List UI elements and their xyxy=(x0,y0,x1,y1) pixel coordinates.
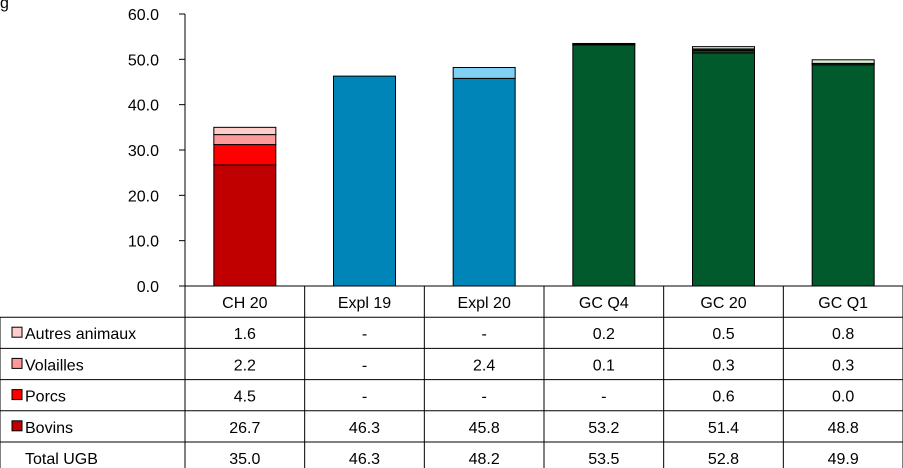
legend-swatch-volailles xyxy=(11,357,23,369)
table-cell-volailles: - xyxy=(362,357,367,374)
y-tick-label: 10.0 xyxy=(128,234,159,251)
legend-label-porcs: Porcs xyxy=(25,389,66,406)
table-cell-porcs: 0.0 xyxy=(832,389,854,406)
legend-label-autres-animaux: Autres animaux xyxy=(25,326,136,343)
y-tick-label: 20.0 xyxy=(128,188,159,205)
table-cell-bovins: 46.3 xyxy=(349,420,380,437)
y-tick-label: 0.0 xyxy=(137,279,159,296)
legend-label-bovins: Bovins xyxy=(25,420,73,437)
table-cell-autres-animaux: 0.2 xyxy=(593,326,615,343)
table-cell-total: 49.9 xyxy=(828,451,859,468)
y-tick-label: 30.0 xyxy=(128,143,159,160)
table-cell-bovins: 26.7 xyxy=(229,420,260,437)
bar-volailles-ch-20 xyxy=(213,134,277,146)
legend-label-volailles: Volailles xyxy=(25,357,84,374)
legend-swatch-bovins xyxy=(11,420,23,432)
table-cell-total: 48.2 xyxy=(469,451,500,468)
x-category-label: GC 20 xyxy=(700,295,746,312)
x-category-label: GC Q1 xyxy=(818,295,868,312)
table-cell-bovins: 48.8 xyxy=(828,420,859,437)
total-row-label: Total UGB xyxy=(25,451,98,468)
x-category-label: Expl 19 xyxy=(338,295,391,312)
bar-bovins-ch-20 xyxy=(213,164,277,287)
x-category-label: GC Q4 xyxy=(579,295,629,312)
bar-autres-animaux-gc-q1 xyxy=(811,59,875,64)
bar-bovins-expl-20 xyxy=(452,77,516,287)
bar-bovins-expl-19 xyxy=(333,75,396,287)
table-cell-bovins: 45.8 xyxy=(469,420,500,437)
bar-autres-animaux-gc-q4 xyxy=(572,42,636,45)
table-cell-autres-animaux: - xyxy=(482,326,487,343)
table-cell-autres-animaux: 0.8 xyxy=(832,326,854,343)
data-table: CH 20 Expl 19 Expl 20 GC Q4 GC 20 GC Q1 Autres… xyxy=(0,285,903,468)
table-cell-porcs: 4.5 xyxy=(234,389,256,406)
table-cell-total: 35.0 xyxy=(229,451,260,468)
legend-swatch-porcs xyxy=(11,389,23,401)
table-cell-volailles: 0.3 xyxy=(712,357,734,374)
table-cell-volailles: 0.1 xyxy=(593,357,615,374)
y-tick-label: 40.0 xyxy=(128,98,159,115)
x-category-label: Expl 20 xyxy=(457,295,510,312)
table-cell-total: 46.3 xyxy=(349,451,380,468)
table-cell-volailles: 2.2 xyxy=(234,357,256,374)
table-cell-porcs: - xyxy=(482,389,487,406)
table-cell-total: 52.8 xyxy=(708,451,739,468)
table-cell-volailles: 2.4 xyxy=(473,357,495,374)
y-tick-label: 50.0 xyxy=(128,52,159,69)
bar-porcs-ch-20 xyxy=(213,144,277,166)
y-tick-label: 60.0 xyxy=(128,7,159,24)
table-cell-bovins: 51.4 xyxy=(708,420,739,437)
y-axis: 0.0 10.0 20.0 30.0 40.0 50.0 60.0 xyxy=(128,7,186,296)
table-cell-volailles: 0.3 xyxy=(832,357,854,374)
bar-autres-animaux-gc-20 xyxy=(692,46,755,50)
table-cell-autres-animaux: 0.5 xyxy=(712,326,734,343)
bar-volailles-expl-20 xyxy=(452,66,516,79)
bar-autres-animaux-ch-20 xyxy=(213,126,277,136)
bar-bovins-gc-q1 xyxy=(811,64,875,287)
table-cell-total: 53.5 xyxy=(588,451,619,468)
bars xyxy=(213,42,875,287)
table-cell-bovins: 53.2 xyxy=(588,420,619,437)
table-cell-autres-animaux: - xyxy=(362,326,367,343)
bar-bovins-gc-q4 xyxy=(572,44,636,287)
table-cell-porcs: - xyxy=(601,389,606,406)
header-fragment: g xyxy=(0,0,9,12)
bar-bovins-gc-20 xyxy=(692,52,755,287)
legend-swatch-autres-animaux xyxy=(11,326,23,338)
table-cell-porcs: 0.6 xyxy=(712,389,734,406)
table-cell-autres-animaux: 1.6 xyxy=(234,326,256,343)
x-category-label: CH 20 xyxy=(222,295,267,312)
table-cell-porcs: - xyxy=(362,389,367,406)
